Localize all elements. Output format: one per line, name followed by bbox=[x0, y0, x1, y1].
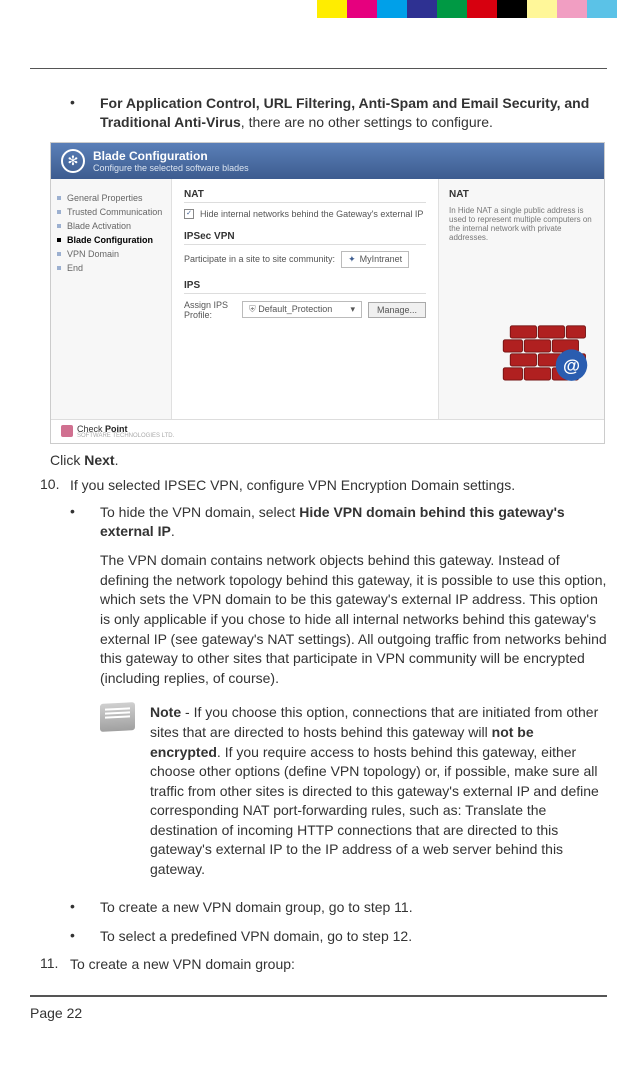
step-text: If you selected IPSEC VPN, configure VPN… bbox=[70, 476, 607, 496]
color-swatch bbox=[317, 0, 347, 18]
ips-profile-label: Assign IPS Profile: bbox=[184, 300, 236, 320]
step-10: 10. If you selected IPSEC VPN, configure… bbox=[40, 476, 607, 496]
step-11: 11. To create a new VPN domain group: bbox=[40, 955, 607, 975]
sidebar-item[interactable]: End bbox=[57, 261, 165, 275]
color-strip bbox=[0, 0, 617, 18]
bullet-icon: • bbox=[70, 503, 100, 541]
sidebar-item-active[interactable]: Blade Configuration bbox=[57, 233, 165, 247]
color-swatch bbox=[467, 0, 497, 18]
bullet-item: • For Application Control, URL Filtering… bbox=[40, 94, 607, 132]
footer-rule bbox=[30, 995, 607, 997]
gear-icon: ✻ bbox=[61, 149, 85, 173]
ips-section-label: IPS bbox=[184, 280, 426, 294]
bullet-text: For Application Control, URL Filtering, … bbox=[100, 94, 607, 132]
bullet-text: To create a new VPN domain group, go to … bbox=[100, 898, 607, 917]
sidebar-item[interactable]: General Properties bbox=[57, 191, 165, 205]
blade-config-screenshot: ✻ Blade Configuration Configure the sele… bbox=[50, 142, 605, 444]
bullet-item: • To hide the VPN domain, select Hide VP… bbox=[40, 503, 607, 541]
chevron-down-icon: ▾ bbox=[350, 304, 355, 315]
note-text: Note - If you choose this option, connec… bbox=[150, 703, 607, 879]
ipsec-section-label: IPSec VPN bbox=[184, 231, 426, 245]
manage-button[interactable]: Manage... bbox=[368, 302, 426, 318]
dialog-title: Blade Configuration bbox=[93, 149, 249, 163]
click-next-line: Click Next. bbox=[50, 452, 607, 468]
info-title: NAT bbox=[449, 189, 594, 202]
color-swatch bbox=[347, 0, 377, 18]
sidebar-item[interactable]: VPN Domain bbox=[57, 247, 165, 261]
step-number: 10. bbox=[40, 476, 70, 496]
bullet-item: • To select a predefined VPN domain, go … bbox=[40, 927, 607, 946]
color-swatch bbox=[437, 0, 467, 18]
nat-section-label: NAT bbox=[184, 189, 426, 203]
color-swatch bbox=[527, 0, 557, 18]
checkbox-label: Hide internal networks behind the Gatewa… bbox=[200, 209, 423, 219]
note-icon bbox=[100, 702, 135, 732]
color-swatch bbox=[377, 0, 407, 18]
community-label: Participate in a site to site community: bbox=[184, 254, 335, 264]
community-field[interactable]: ✦ MyIntranet bbox=[341, 251, 409, 268]
ips-profile-dropdown[interactable]: ⛨ Default_Protection ▾ bbox=[242, 301, 362, 318]
sidebar-item[interactable]: Blade Activation bbox=[57, 219, 165, 233]
hide-nat-checkbox[interactable]: ✓ bbox=[184, 209, 194, 219]
firewall-icon: @ bbox=[502, 317, 592, 387]
bullet-text: To hide the VPN domain, select Hide VPN … bbox=[100, 503, 607, 541]
color-swatch bbox=[557, 0, 587, 18]
dialog-header: ✻ Blade Configuration Configure the sele… bbox=[51, 143, 604, 179]
wizard-sidebar: General Properties Trusted Communication… bbox=[51, 179, 171, 419]
vpn-domain-description: The VPN domain contains network objects … bbox=[100, 551, 607, 688]
svg-text:@: @ bbox=[563, 355, 580, 375]
bullet-icon: • bbox=[70, 898, 100, 917]
color-swatch bbox=[587, 0, 617, 18]
header-rule bbox=[30, 68, 607, 69]
bullet-icon: • bbox=[70, 94, 100, 132]
dialog-subtitle: Configure the selected software blades bbox=[93, 163, 249, 173]
color-swatch bbox=[497, 0, 527, 18]
bullet-text: To select a predefined VPN domain, go to… bbox=[100, 927, 607, 946]
info-panel: NAT In Hide NAT a single public address … bbox=[439, 179, 604, 419]
bullet-icon: • bbox=[70, 927, 100, 946]
main-panel: NAT ✓ Hide internal networks behind the … bbox=[171, 179, 439, 419]
checkpoint-brand: Check Point SOFTWARE TECHNOLOGIES LTD. bbox=[51, 419, 604, 443]
page-number: Page 22 bbox=[30, 1005, 607, 1021]
checkpoint-logo-icon bbox=[61, 425, 73, 437]
bullet-item: • To create a new VPN domain group, go t… bbox=[40, 898, 607, 917]
step-text: To create a new VPN domain group: bbox=[70, 955, 607, 975]
note-box: Note - If you choose this option, connec… bbox=[100, 703, 607, 879]
sidebar-item[interactable]: Trusted Communication bbox=[57, 205, 165, 219]
color-swatch bbox=[407, 0, 437, 18]
info-desc: In Hide NAT a single public address is u… bbox=[449, 206, 594, 242]
step-number: 11. bbox=[40, 955, 70, 975]
